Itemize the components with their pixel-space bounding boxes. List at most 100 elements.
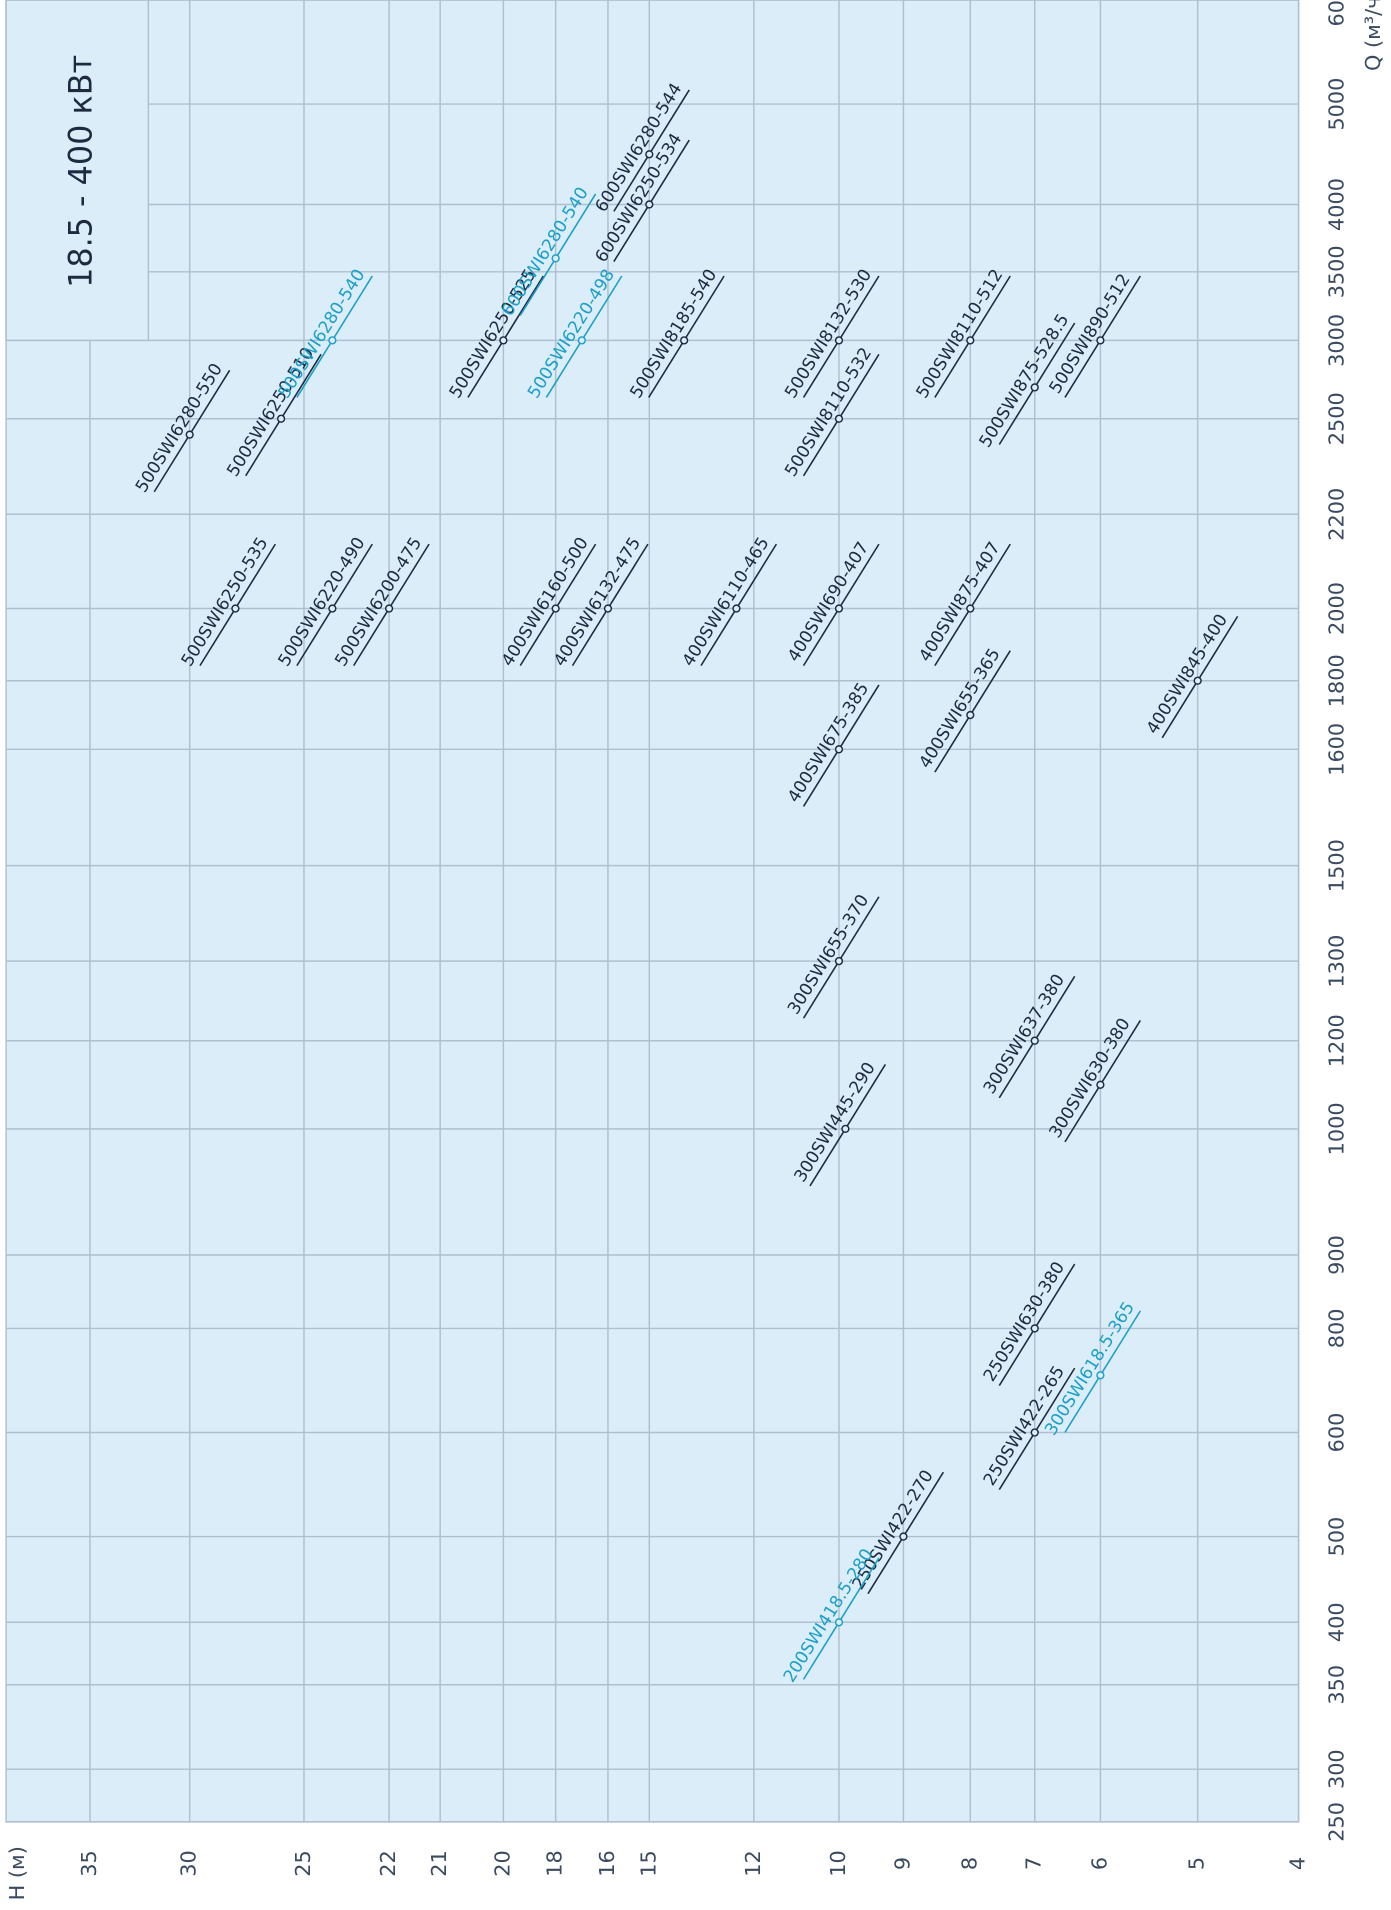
pump-line <box>802 543 880 667</box>
pump-line <box>1064 1019 1142 1143</box>
pump-point <box>834 1618 844 1627</box>
pump-point <box>732 604 741 613</box>
y-tick-label: 1800 <box>1325 654 1349 707</box>
y-tick-label: 300 <box>1325 1749 1349 1789</box>
pump-point <box>1030 1428 1039 1437</box>
pump-point <box>384 604 394 613</box>
pump-line <box>1064 275 1142 398</box>
y-tick-label: 2200 <box>1325 488 1349 541</box>
pump-line <box>648 275 725 398</box>
pump-point <box>551 604 560 613</box>
pump-point <box>328 336 337 345</box>
pump-point <box>834 956 844 966</box>
pump-point <box>577 336 586 345</box>
plot-area <box>6 0 1299 1822</box>
pump-point <box>328 604 337 613</box>
pump-point <box>551 254 560 263</box>
pump-point <box>966 710 975 720</box>
pump-line <box>519 543 597 667</box>
y-tick-label: 1300 <box>1325 935 1349 988</box>
x-tick-label: 10 <box>826 1850 850 1876</box>
x-tick-label: 21 <box>427 1850 451 1876</box>
pump-line <box>809 1064 887 1187</box>
y-tick-label: 6000 <box>1325 0 1349 26</box>
pump-line <box>998 1263 1076 1386</box>
pump-point <box>966 336 975 345</box>
pump-line <box>934 543 1011 667</box>
y-tick-label: 900 <box>1325 1235 1349 1275</box>
pump-line <box>153 369 231 493</box>
pump-line <box>700 543 778 667</box>
pump-line <box>199 543 277 667</box>
x-tick-label: 4 <box>1286 1857 1310 1870</box>
pump-point <box>841 1124 850 1134</box>
pump-line <box>1161 615 1239 739</box>
pump-line <box>1064 1310 1142 1433</box>
y-tick-label: 800 <box>1325 1309 1349 1349</box>
pump-line <box>998 322 1076 445</box>
pump-line <box>998 1367 1076 1491</box>
title-box <box>5 0 150 342</box>
y-tick-label: 1600 <box>1325 723 1349 776</box>
pump-line <box>934 275 1011 398</box>
y-tick-label: 4000 <box>1325 178 1349 231</box>
pump-point <box>966 604 975 613</box>
pump-line <box>296 543 373 667</box>
y-tick-label: 250 <box>1325 1802 1349 1842</box>
y-tick-label: 3500 <box>1325 245 1349 298</box>
pump-point <box>680 336 689 345</box>
pump-point <box>1030 1036 1039 1045</box>
pump-point <box>1096 336 1105 345</box>
pump-point <box>276 414 286 423</box>
pump-point <box>834 414 844 423</box>
x-tick-label: 8 <box>957 1857 981 1870</box>
pump-line <box>613 139 690 262</box>
pump-line <box>519 193 597 316</box>
pump-point <box>834 604 844 613</box>
pump-line <box>998 975 1076 1099</box>
y-tick-label: 3000 <box>1325 314 1349 367</box>
pump-line <box>802 353 880 477</box>
x-tick-label: 5 <box>1185 1857 1209 1870</box>
y-tick-label: 2500 <box>1325 392 1349 445</box>
x-tick-label: 15 <box>636 1850 660 1876</box>
pump-line <box>802 275 880 398</box>
pump-point <box>834 336 844 345</box>
pump-point <box>1096 1080 1105 1089</box>
x-tick-label: 22 <box>376 1850 400 1876</box>
pump-line <box>802 896 880 1019</box>
pump-point <box>1193 676 1202 685</box>
pump-point <box>1030 383 1039 392</box>
pump-line <box>802 684 880 807</box>
pump-line <box>867 1471 945 1595</box>
x-tick-label: 6 <box>1087 1857 1111 1870</box>
pump-line <box>352 543 430 667</box>
pump-point <box>1030 1324 1039 1333</box>
y-tick-label: 600 <box>1325 1413 1349 1453</box>
x-tick-label: 25 <box>291 1850 315 1876</box>
pump-line <box>467 275 545 398</box>
pump-line <box>571 543 649 667</box>
pump-line <box>545 275 623 398</box>
y-tick-label: 5000 <box>1325 78 1349 131</box>
pump-point <box>834 745 844 754</box>
y-tick-label: 1200 <box>1325 1014 1349 1067</box>
pump-point <box>1096 1371 1105 1380</box>
pump-point <box>645 150 654 159</box>
x-tick-label: 16 <box>595 1850 619 1876</box>
pump-point <box>231 604 240 613</box>
pump-line <box>613 89 690 212</box>
x-tick-label: 9 <box>890 1857 914 1870</box>
pump-line <box>296 275 373 398</box>
y-tick-label: 1500 <box>1325 839 1349 892</box>
x-tick-label: 20 <box>490 1850 514 1876</box>
pump-point <box>603 604 613 613</box>
y-tick-label: 350 <box>1325 1665 1349 1705</box>
x-tick-label: 12 <box>741 1850 765 1876</box>
pump-line <box>245 353 322 477</box>
x-tick-label: 30 <box>177 1850 201 1876</box>
y-tick-label: 500 <box>1325 1517 1349 1557</box>
x-tick-label: 35 <box>77 1850 101 1876</box>
